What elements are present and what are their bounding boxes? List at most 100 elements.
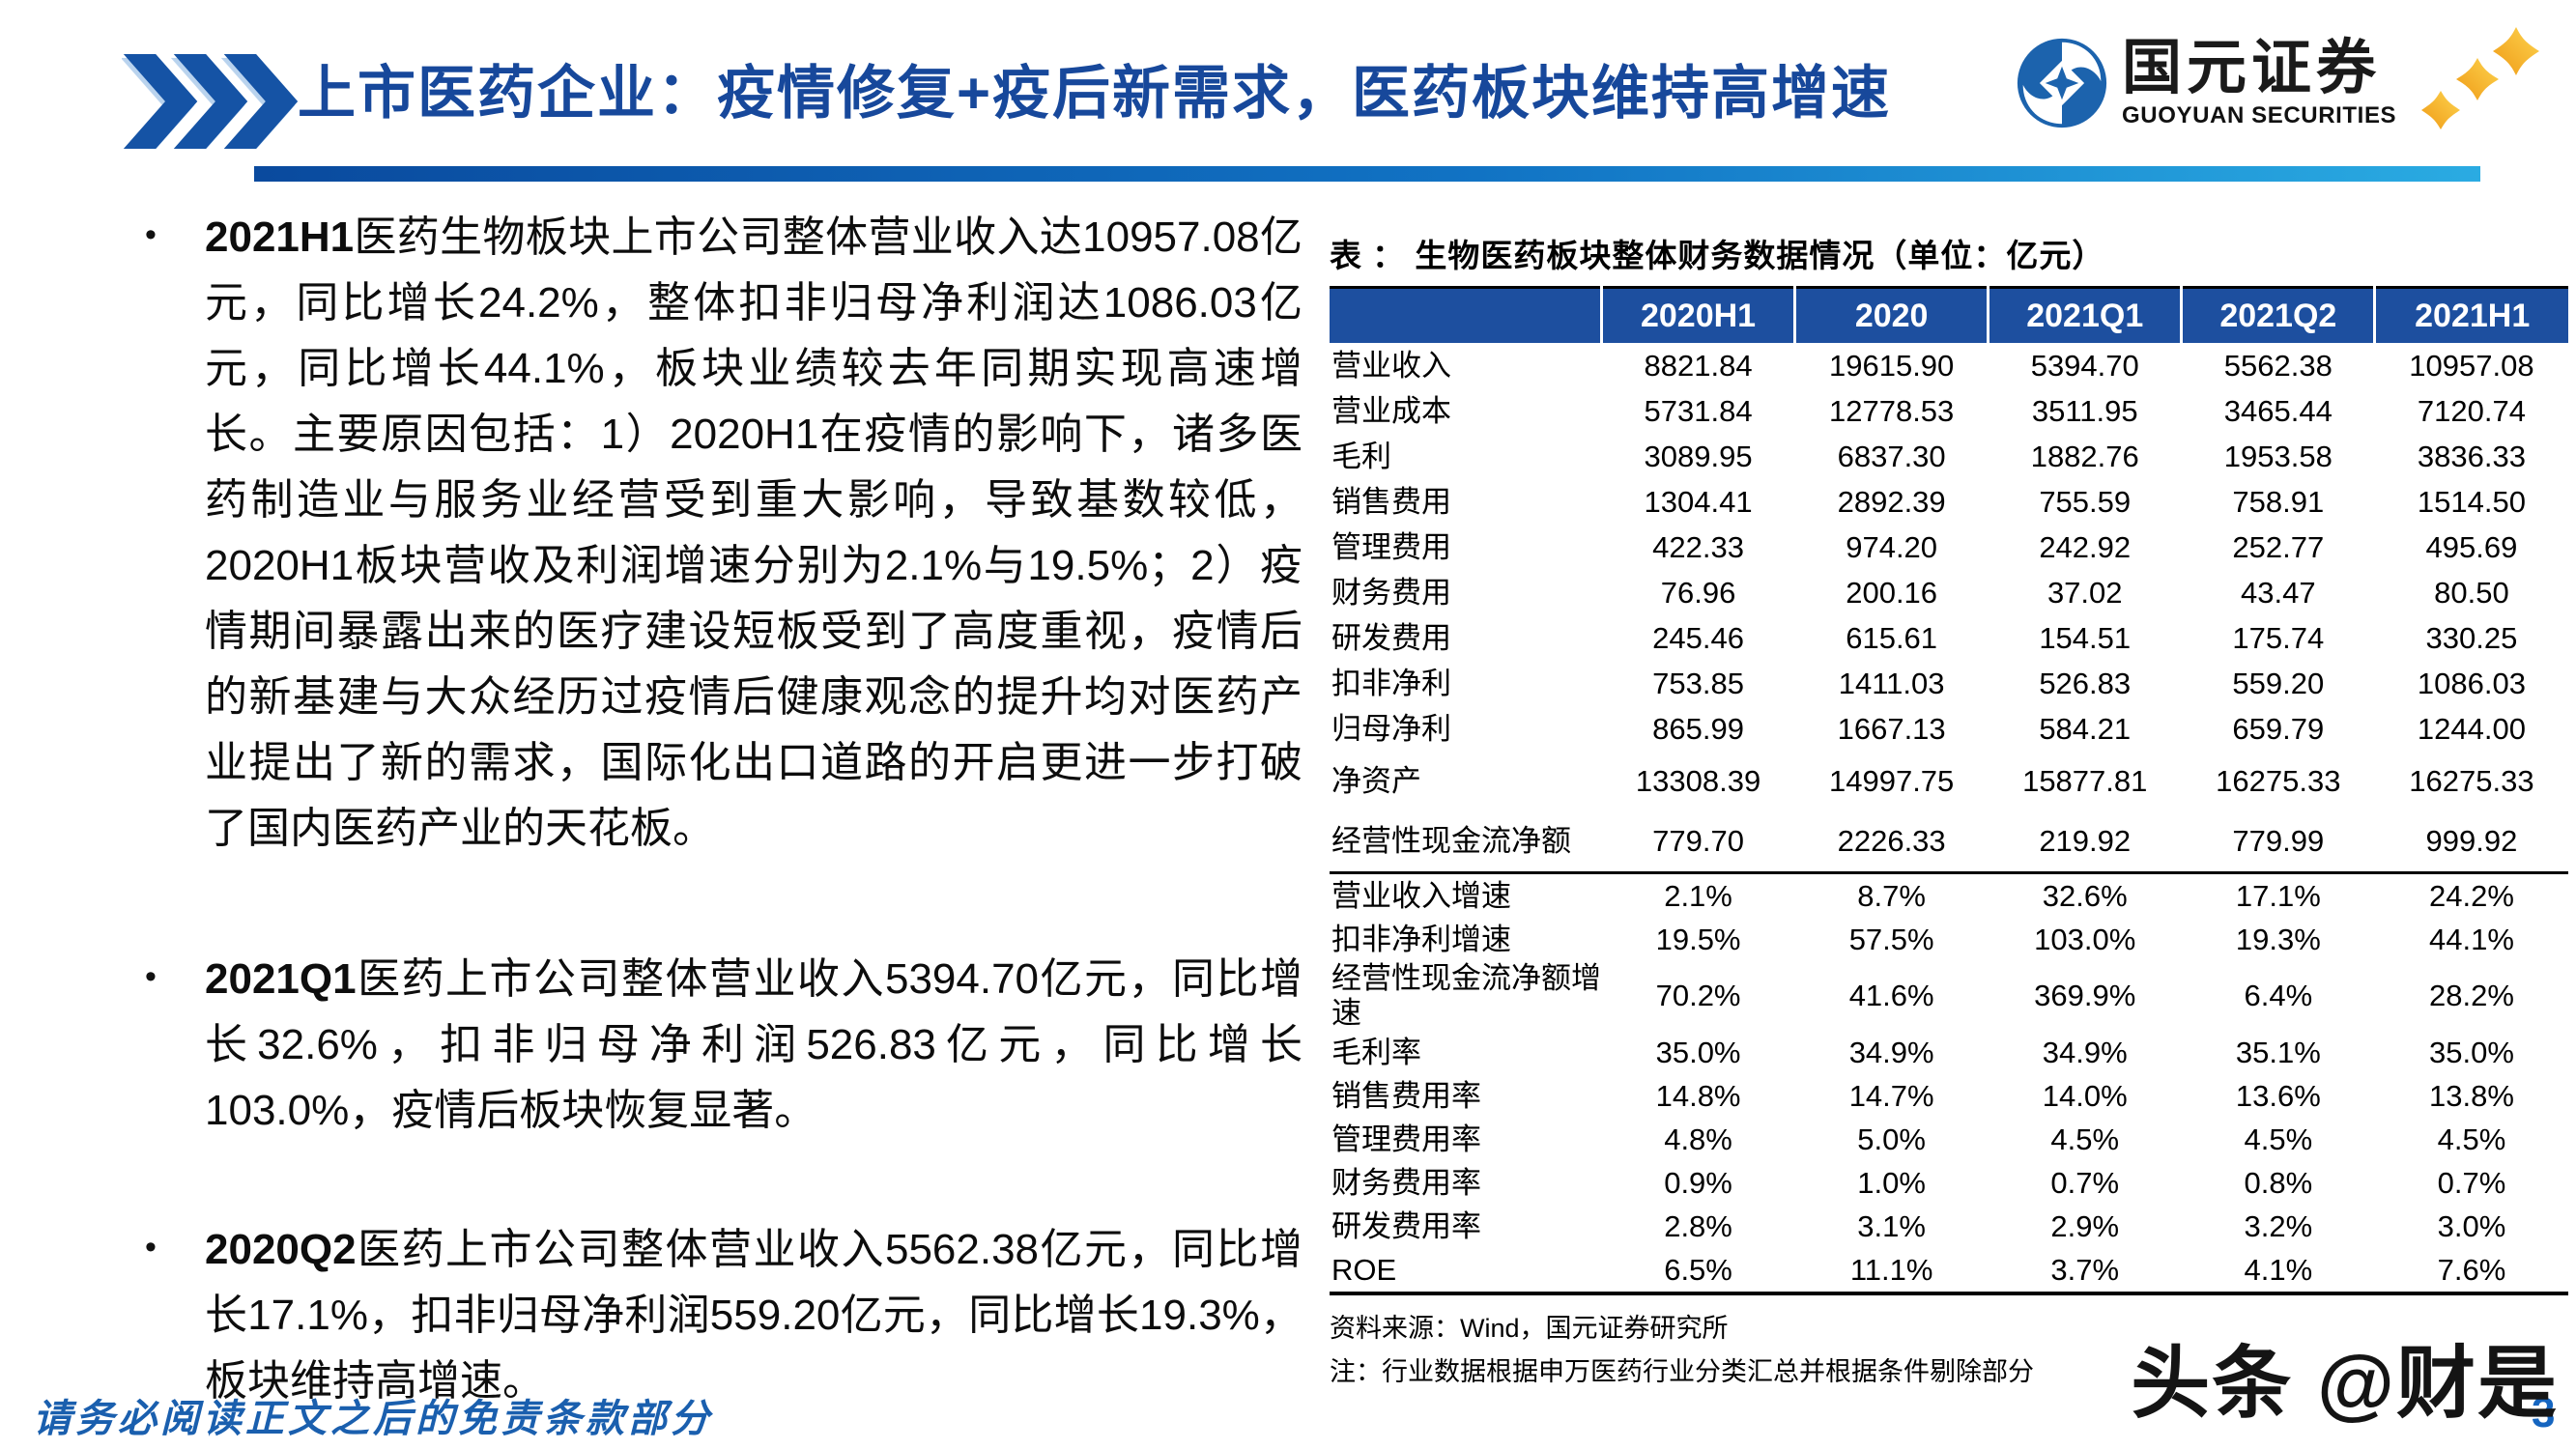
table-cell: 369.9%: [2034, 979, 2136, 1012]
table-cell: 2.9%: [2050, 1208, 2120, 1243]
table-cell: 14.8%: [1655, 1078, 1741, 1113]
table-row: 管理费用率 4.8% 5.0% 4.5% 4.5% 4.5%: [1330, 1118, 2568, 1161]
table-cell: 14.0%: [2042, 1078, 2128, 1113]
financial-table: 2020H1 2020 2021Q1 2021Q2 2021H1 营业收入 8821.84…: [1330, 286, 2568, 1295]
row-label: 研发费用: [1331, 620, 1451, 655]
table-row: 扣非净利增速 19.5% 57.5% 103.0% 19.3% 44.1%: [1330, 918, 2568, 961]
table-row: 经营性现金流净额增速 70.2% 41.6% 369.9% 6.4% 28.2%: [1330, 961, 2568, 1031]
page-title: 上市医药企业：疫情修复+疫后新需求，医药板块维持高增速: [298, 61, 1892, 126]
row-label: 管理费用率: [1331, 1122, 1481, 1156]
bullet-item: • 2021H1医药生物板块上市公司整体营业收入达10957.08亿元，同比增长…: [145, 205, 1302, 862]
table-cell: 779.99: [2232, 824, 2325, 858]
table-cell: 2892.39: [1837, 484, 1946, 519]
row-label: 管理费用: [1331, 529, 1451, 564]
table-row: 管理费用 422.33 974.20 242.92 252.77 495.69: [1330, 525, 2568, 570]
row-label: 毛利率: [1331, 1035, 1421, 1069]
table-caption: 表 ： 生物医药板块整体财务数据情况（单位：亿元）: [1330, 238, 2105, 273]
col-header: 2021H1: [2373, 287, 2568, 343]
table-row: 财务费用率 0.9% 1.0% 0.7% 0.8% 0.7%: [1330, 1161, 2568, 1205]
table-cell: 584.21: [2039, 711, 2132, 746]
row-label: ROE: [1331, 1252, 1397, 1287]
table-cell: 103.0%: [2034, 922, 2136, 956]
bullet-prefix: 2021Q1: [205, 955, 357, 1003]
table-cell: 753.85: [1652, 666, 1744, 700]
header-underline: [254, 166, 2480, 182]
table-cell: 1086.03: [2417, 666, 2526, 700]
table-cell: 865.99: [1652, 711, 1744, 746]
bullet-marker: •: [145, 216, 157, 253]
table-row: 营业成本 5731.84 12778.53 3511.95 3465.44 7120.74: [1330, 388, 2568, 434]
bullet-marker: •: [145, 1229, 157, 1265]
table-cell: 76.96: [1660, 575, 1736, 610]
table-row: 归母净利 865.99 1667.13 584.21 659.79 1244.00: [1330, 706, 2568, 752]
table-row: 研发费用 245.46 615.61 154.51 175.74 330.25: [1330, 615, 2568, 661]
bullet-item: • 2021Q1医药上市公司整体营业收入5394.70亿元，同比增长32.6%，…: [145, 947, 1302, 1144]
table-cell: 14.7%: [1848, 1078, 1934, 1113]
table-cell: 41.6%: [1848, 979, 1934, 1012]
guoyuan-logo: 国元证券 GUOYUAN SECURITIES: [2016, 37, 2396, 129]
row-label: 营业收入增速: [1330, 871, 1602, 918]
table-cell: 6.5%: [1664, 1252, 1732, 1287]
table-cell: 35.0%: [2428, 1035, 2514, 1069]
table-cell: 35.1%: [2235, 1035, 2321, 1069]
watermark-text: 头条 @财是: [2131, 1340, 2559, 1428]
table-cell: 3.7%: [2050, 1252, 2120, 1287]
row-label: 经营性现金流净额: [1331, 824, 1571, 858]
table-cell: 7.6%: [2437, 1252, 2506, 1287]
table-cell: 526.83: [2039, 666, 2132, 700]
table-cell: 0.7%: [2050, 1165, 2120, 1200]
table-cell: 4.5%: [2437, 1122, 2506, 1156]
table-row: 净资产 13308.39 14997.75 15877.81 16275.33 16275…: [1330, 752, 2568, 811]
table-cell: 4.5%: [2050, 1122, 2120, 1156]
table-cell: 43.47: [2241, 575, 2316, 610]
table-cell: 154.51: [2039, 620, 2132, 655]
col-header-empty: [1330, 287, 1602, 343]
table-cell: 1882.76: [2030, 439, 2139, 473]
table-cell: 974.20: [1846, 529, 1938, 564]
table-cell: 16275.33: [2216, 764, 2341, 798]
table-row: 营业收入增速 2.1% 8.7% 32.6% 17.1% 24.2%: [1330, 871, 2568, 918]
table-cell: 32.6%: [1988, 871, 2182, 918]
table-cell: 175.74: [2232, 620, 2325, 655]
table-cell: 8821.84: [1644, 348, 1753, 383]
table-cell: 3511.95: [2031, 393, 2138, 428]
row-label: 毛利: [1331, 439, 1391, 473]
table-cell: 15877.81: [2022, 764, 2148, 798]
table-cell: 8.7%: [1794, 871, 1989, 918]
bullet-item: • 2020Q2医药上市公司整体营业收入5562.38亿元，同比增长17.1%，…: [145, 1217, 1302, 1414]
bullet-marker: •: [145, 958, 157, 995]
table-cell: 5394.70: [2030, 348, 2139, 383]
table-cell: 1953.58: [2223, 439, 2333, 473]
yellow-sparkles-icon: [2421, 27, 2539, 129]
table-cell: 219.92: [2039, 824, 2132, 858]
table-cell: 34.9%: [1848, 1035, 1934, 1069]
logo-text: 国元证券 GUOYUAN SECURITIES: [2122, 37, 2397, 129]
table-cell: 17.1%: [2181, 871, 2375, 918]
table-cell: 3465.44: [2223, 393, 2333, 428]
table-cell: 1244.00: [2417, 711, 2526, 746]
bullet-text: 2021H1医药生物板块上市公司整体营业收入达10957.08亿元，同比增长24…: [205, 213, 1302, 852]
row-label: 营业收入: [1331, 348, 1451, 383]
table-cell: 16275.33: [2409, 764, 2534, 798]
col-header: 2020H1: [1599, 287, 1795, 343]
table-row: 扣非净利 753.85 1411.03 526.83 559.20 1086.03: [1330, 661, 2568, 706]
table-cell: 19.5%: [1655, 922, 1741, 956]
logo-name-en: GUOYUAN SECURITIES: [2122, 101, 2397, 128]
bullet-list: • 2021H1医药生物板块上市公司整体营业收入达10957.08亿元，同比增长…: [145, 205, 1302, 1414]
row-label: 净资产: [1331, 764, 1421, 798]
table-cell: 3.0%: [2437, 1208, 2506, 1243]
table-cell: 4.1%: [2244, 1252, 2313, 1287]
col-header: 2021Q1: [1987, 287, 2182, 343]
col-header: 2021Q2: [2180, 287, 2375, 343]
table-cell: 7120.74: [2417, 393, 2526, 428]
guoyuan-logo-icon: [2017, 38, 2107, 128]
table-cell: 245.46: [1652, 620, 1744, 655]
table-cell: 755.59: [2039, 484, 2132, 519]
table-cell: 57.5%: [1848, 922, 1934, 956]
table-row: ROE 6.5% 11.1% 3.7% 4.1% 7.6%: [1330, 1248, 2568, 1293]
table-row: 销售费用 1304.41 2892.39 755.59 758.91 1514.50: [1330, 479, 2568, 525]
table-cell: 330.25: [2425, 620, 2518, 655]
triple-chevron-icon: [123, 54, 299, 149]
table-cell: 1.0%: [1857, 1165, 1926, 1200]
